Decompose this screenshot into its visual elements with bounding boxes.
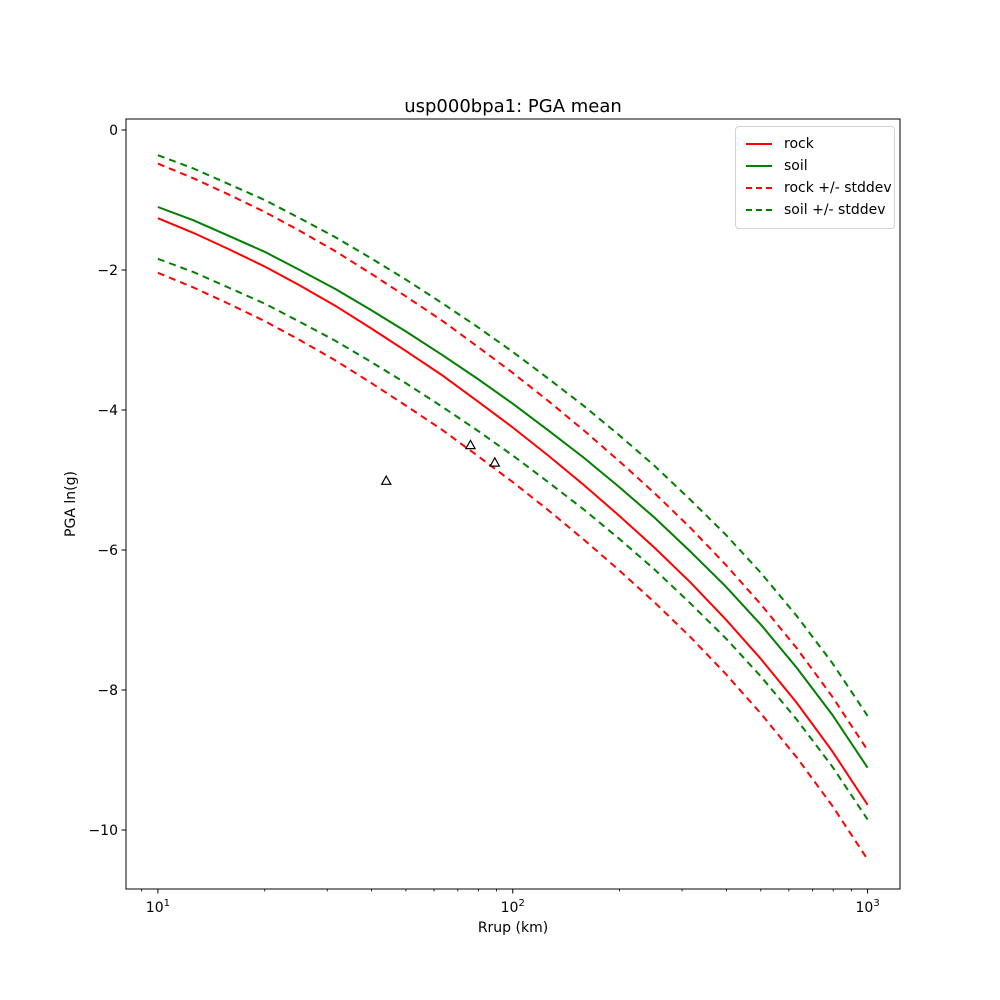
legend-label: soil +/- stddev [784, 202, 886, 218]
curve-rock-stddev [157, 162, 869, 751]
x-tick-label: 101 [146, 898, 170, 916]
y-tick-label: −8 [97, 683, 118, 699]
x-tick-label: 102 [501, 898, 525, 916]
y-tick-label: −10 [88, 823, 118, 839]
curve-soil [157, 206, 869, 769]
legend-line-sample [746, 209, 772, 211]
x-axis-label: Rrup (km) [477, 920, 549, 936]
y-tick-label: −2 [97, 263, 118, 279]
legend-label: soil [784, 158, 808, 174]
y-axis-label: PGA ln(g) [63, 471, 79, 537]
legend-item-rock-stddev: rock +/- stddev [746, 177, 892, 199]
axes-frame [125, 118, 901, 890]
legend-item-rock: rock [746, 133, 884, 155]
x-tick-label: 103 [855, 898, 879, 916]
legend-line-sample [746, 187, 772, 189]
curve-soil-stddev [157, 257, 869, 821]
scatter-triangle [464, 439, 477, 450]
scatter-triangle [489, 456, 501, 467]
curve-rock [157, 217, 869, 806]
y-tick-label: −6 [97, 543, 118, 559]
legend-item-soil: soil [746, 155, 884, 177]
curve-soil-stddev [157, 154, 869, 717]
y-tick-label: 0 [109, 123, 118, 139]
legend-item-soil-stddev: soil +/- stddev [746, 199, 886, 221]
legend: rock soil rock +/- stddev soil +/- stddev [735, 126, 895, 229]
legend-line-sample [746, 143, 772, 145]
legend-label: rock +/- stddev [784, 180, 892, 196]
chart-title: usp000bpa1: PGA mean [404, 96, 622, 117]
legend-label: rock [784, 136, 814, 152]
curve-rock-stddev [157, 271, 869, 860]
legend-line-sample [746, 165, 772, 167]
y-tick-label: −4 [97, 403, 118, 419]
scatter-triangle [380, 474, 392, 485]
